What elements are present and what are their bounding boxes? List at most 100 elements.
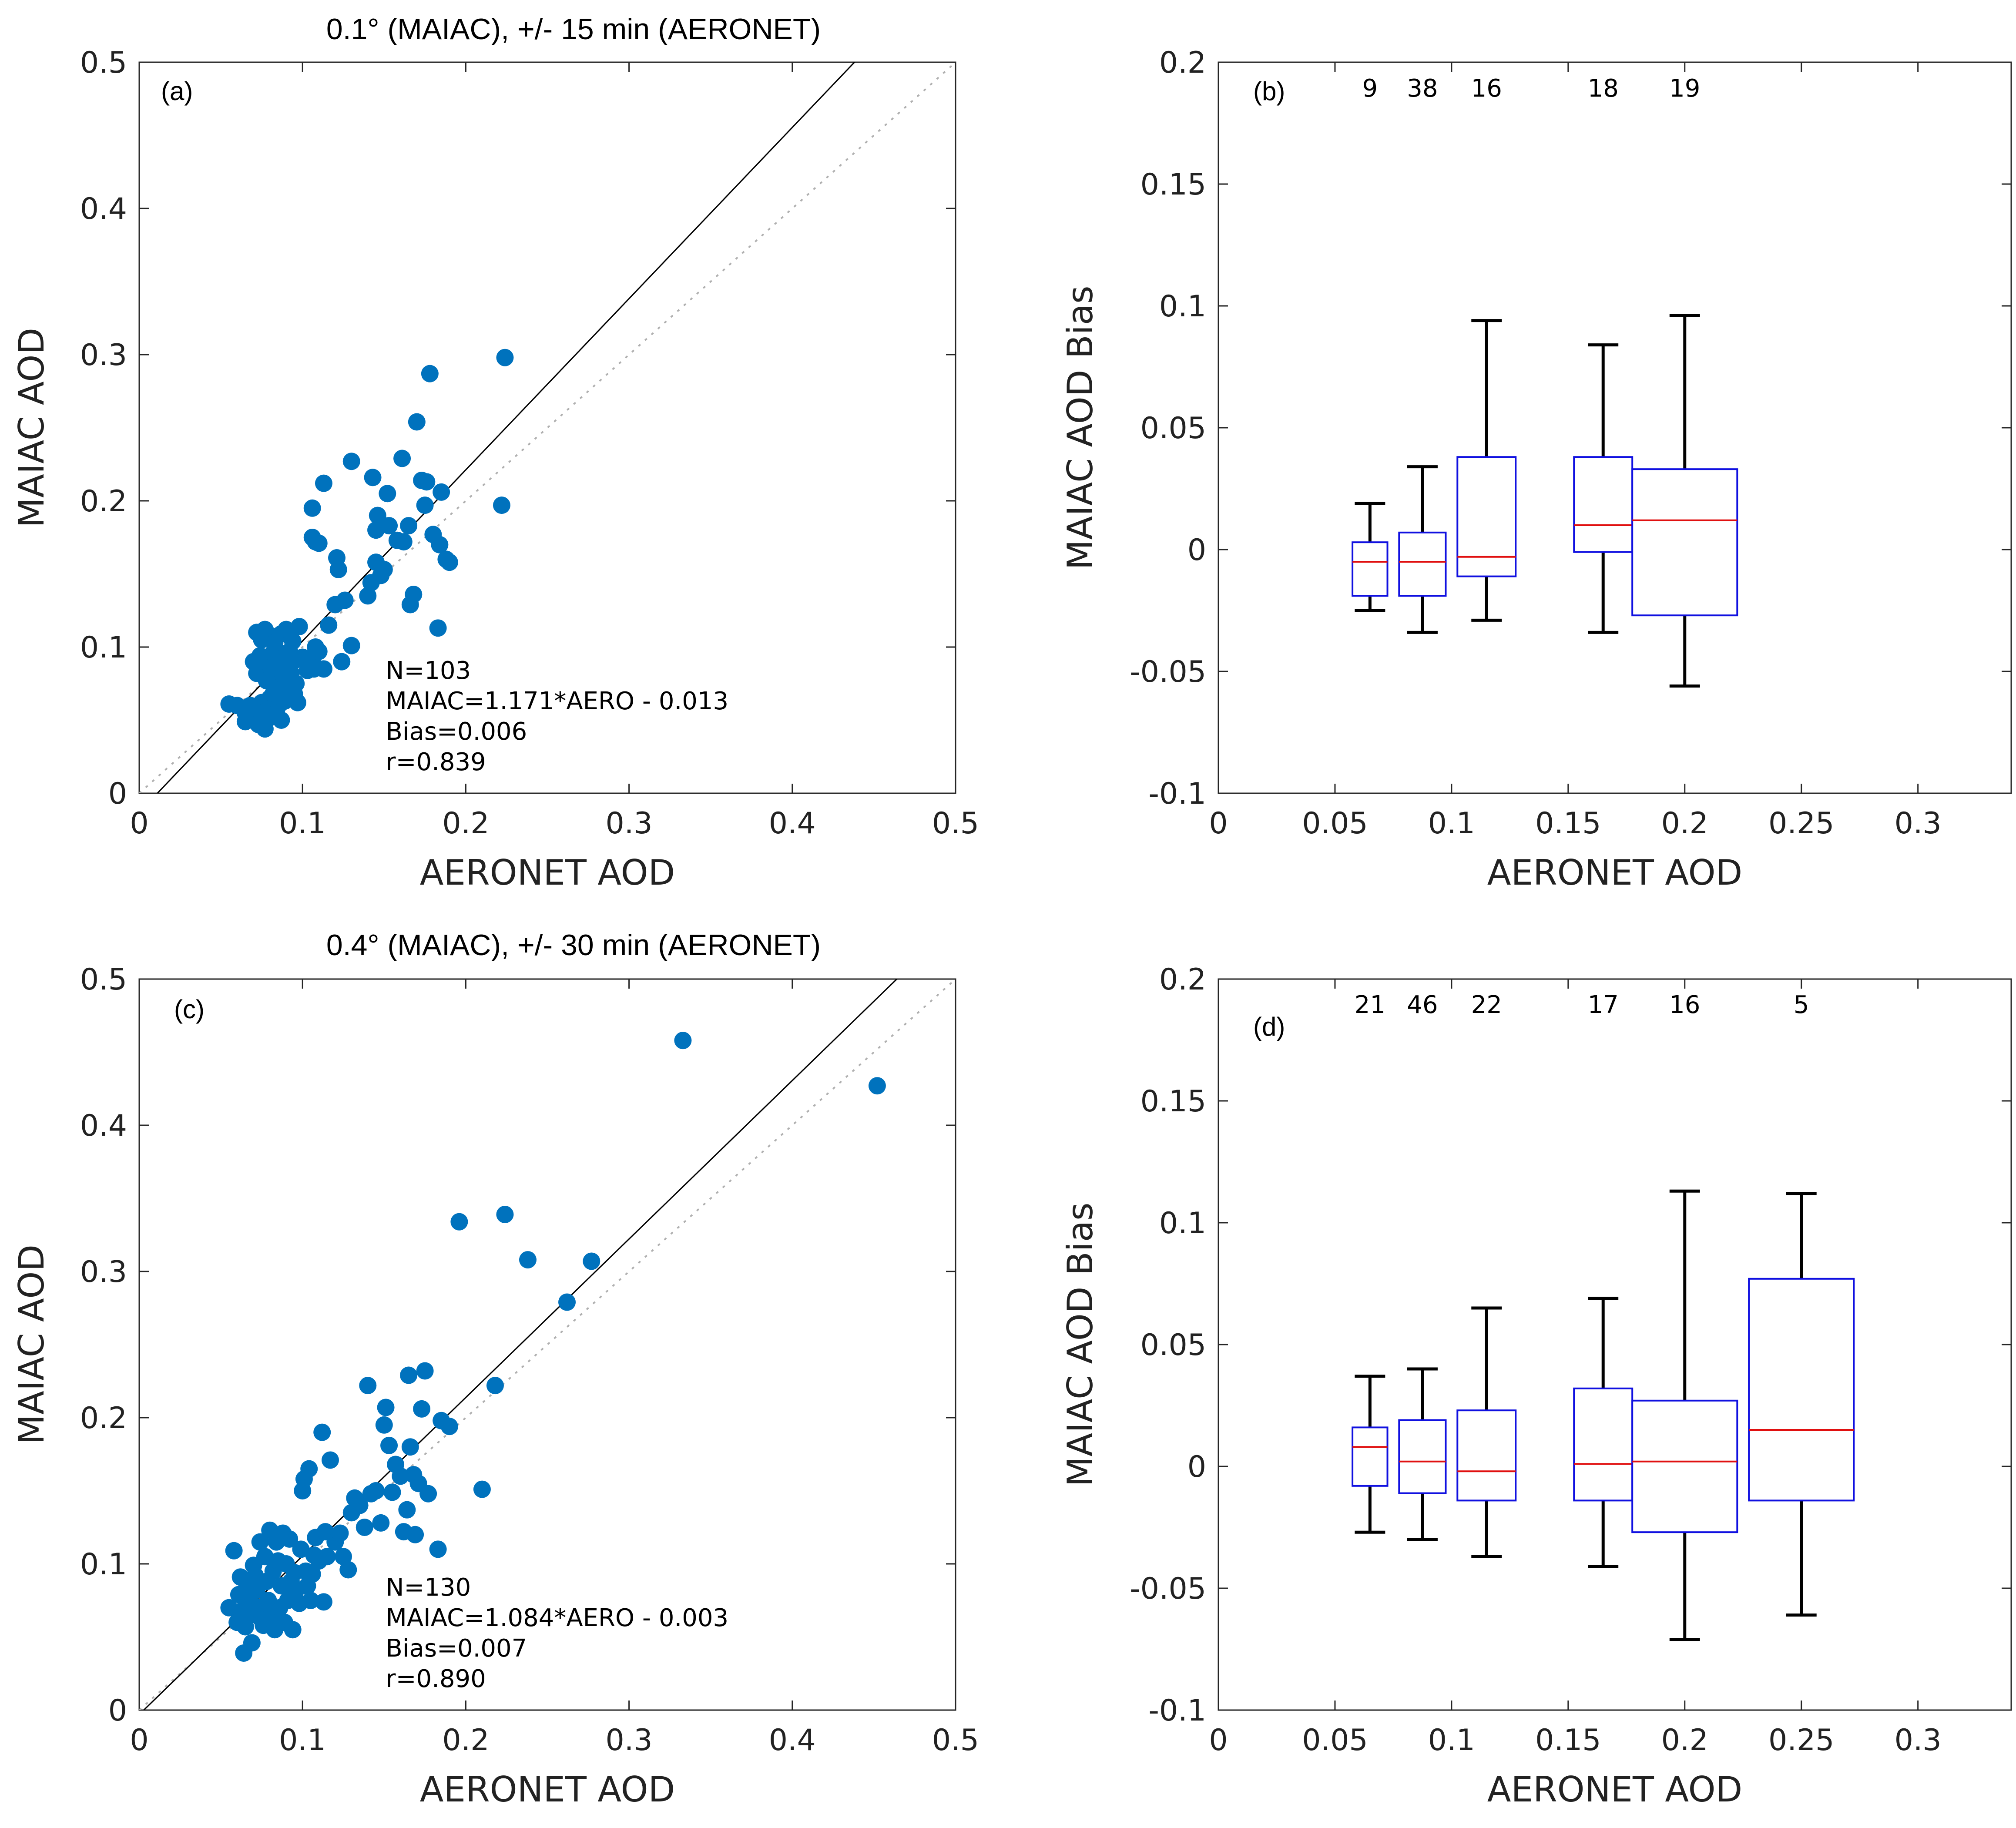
data-point [496, 349, 514, 366]
box-iqr [1352, 541, 1389, 597]
x-tick-label: 0.25 [1768, 1723, 1834, 1758]
box-plot: 17 [1573, 991, 1634, 1568]
data-point [339, 1561, 357, 1579]
data-point [486, 1377, 504, 1395]
data-point [405, 586, 423, 604]
axes-box [1218, 978, 2012, 1711]
y-tick-label: -0.05 [1130, 655, 1206, 689]
y-tick-label: -0.05 [1130, 1572, 1206, 1606]
data-point [583, 1252, 600, 1270]
y-tick-label: 0.3 [80, 338, 127, 372]
data-point [377, 1399, 395, 1416]
data-point [287, 675, 305, 692]
data-point [429, 1540, 447, 1558]
stats-line: MAIAC=1.084*AERO - 0.003 [386, 1604, 729, 1632]
x-axis-label: AERONET AOD [420, 852, 675, 893]
y-tick-label: 0.4 [80, 192, 127, 226]
data-point [336, 591, 354, 609]
x-tick-label: 0 [1209, 806, 1228, 841]
data-point [519, 1251, 537, 1269]
sample-count-label: 21 [1355, 991, 1385, 1019]
data-point [290, 617, 308, 635]
data-point [473, 1480, 491, 1498]
y-axis-label: MAIAC AOD [11, 1244, 52, 1445]
x-tick-label: 0.1 [1428, 806, 1475, 841]
x-tick-label: 0 [1209, 1723, 1228, 1758]
x-tick-label: 0.4 [769, 806, 816, 841]
plot-area [139, 979, 956, 1710]
data-point [380, 517, 398, 535]
x-tick-label: 0 [130, 806, 148, 841]
data-point [329, 560, 347, 578]
y-axis-label: MAIAC AOD [11, 328, 52, 528]
axes-box [138, 61, 956, 794]
data-point [220, 1599, 238, 1617]
data-point [416, 496, 434, 514]
data-point [364, 469, 382, 486]
x-tick-label: 0.05 [1302, 1723, 1368, 1758]
x-tick-label: 0.25 [1768, 806, 1834, 841]
data-point [313, 1423, 331, 1441]
box-plot: 38 [1398, 74, 1447, 634]
data-point [431, 536, 449, 553]
box-plot: 46 [1398, 991, 1447, 1541]
x-tick-label: 0.3 [1895, 806, 1942, 841]
data-point [333, 653, 351, 671]
data-point [493, 496, 510, 514]
y-tick-label: 0.15 [1140, 1084, 1206, 1119]
y-tick-label: 0.05 [1140, 411, 1206, 446]
data-point [251, 1533, 269, 1551]
sample-count-label: 19 [1669, 74, 1700, 103]
data-point [380, 1436, 398, 1454]
data-point [303, 1565, 321, 1583]
y-tick-label: 0.5 [80, 46, 127, 80]
data-point [225, 1542, 243, 1560]
sample-count-label: 46 [1407, 991, 1438, 1019]
stats-line: MAIAC=1.171*AERO - 0.013 [386, 687, 729, 715]
x-tick-label: 0.15 [1535, 1723, 1601, 1758]
y-axis-label: MAIAC AOD Bias [1060, 285, 1100, 570]
box-plot: 9 [1352, 74, 1389, 612]
x-tick-label: 0.5 [932, 806, 979, 841]
y-tick-label: 0.3 [80, 1255, 127, 1289]
data-point [342, 453, 360, 470]
sample-count-label: 9 [1362, 74, 1378, 103]
box-iqr [1631, 1399, 1738, 1533]
data-point [400, 1366, 418, 1384]
data-point [408, 413, 426, 431]
data-point [302, 1592, 319, 1609]
box-iqr [1573, 456, 1634, 553]
box-plot: 16 [1631, 991, 1738, 1641]
panel-a: 0 0.1 0.2 0.3 0.4 0.5 0 0.1 0.2 0.3 0.4 0.5 AERONET … [11, 13, 979, 893]
data-point [320, 616, 338, 634]
data-point [342, 637, 360, 654]
x-tick-label: 0.1 [1428, 1723, 1475, 1758]
x-tick-label: 0.3 [606, 1723, 653, 1758]
data-point [351, 1496, 369, 1514]
data-point [318, 1548, 336, 1566]
box-plot: 5 [1748, 991, 1855, 1617]
x-axis-label: AERONET AOD [1487, 852, 1742, 893]
box-plot: 22 [1456, 991, 1517, 1558]
data-point [375, 1416, 393, 1434]
data-point [433, 483, 450, 501]
sample-count-label: 5 [1794, 991, 1809, 1019]
panel-label: (c) [174, 995, 205, 1024]
sample-count-label: 16 [1669, 991, 1700, 1019]
y-tick-label: 0 [108, 1694, 127, 1728]
y-tick-label: 0.2 [1159, 46, 1206, 80]
y-tick-label: 0 [108, 777, 127, 811]
stats-line: r=0.890 [386, 1665, 486, 1693]
data-point [288, 694, 306, 711]
sample-count-label: 38 [1407, 74, 1438, 103]
data-point [398, 1501, 416, 1519]
box-iqr [1748, 1278, 1855, 1502]
data-point [315, 660, 332, 678]
data-point [429, 619, 447, 637]
x-tick-label: 0.15 [1535, 806, 1601, 841]
stats-line: r=0.839 [386, 748, 486, 776]
sample-count-label: 22 [1471, 991, 1502, 1019]
data-point [335, 1548, 352, 1566]
data-point [281, 1530, 299, 1548]
y-tick-label: 0.2 [1159, 963, 1206, 997]
